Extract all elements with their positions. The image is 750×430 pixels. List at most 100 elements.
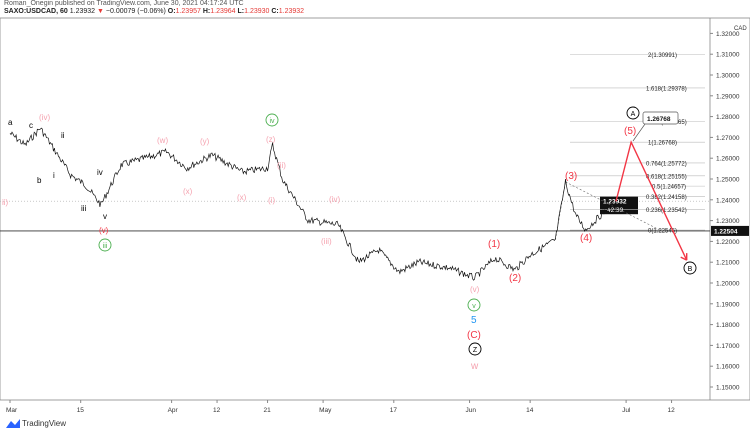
fib-level-label: 0.5(1.24657) xyxy=(652,185,686,191)
x-tick-label: 15 xyxy=(77,407,85,414)
target-callout-box xyxy=(642,111,679,125)
wave-label: b xyxy=(37,176,42,185)
wave-label: (x) xyxy=(183,187,193,196)
y-tick-label: 1.32000 xyxy=(716,31,740,38)
y-tick-label: 1.30000 xyxy=(716,73,740,80)
y-tick-label: 1.16000 xyxy=(716,364,740,371)
high-label: H: xyxy=(202,8,211,15)
x-tick-label: Jul xyxy=(622,407,631,414)
wave-label: ii xyxy=(61,131,65,140)
circled-wave-label: iii xyxy=(103,243,108,250)
y-tick-label: 1.27000 xyxy=(716,135,740,142)
x-tick-label: 12 xyxy=(213,407,221,414)
wave-label: v xyxy=(103,212,107,221)
projection-arrow-icon xyxy=(680,253,688,261)
circled-wave-marker xyxy=(467,298,481,312)
symbol-line: SAXO:USDCAD, 60 1.23932 ▼ −0.00079 (−0.0… xyxy=(4,8,304,15)
circled-wave-marker xyxy=(626,106,640,120)
circled-wave-marker xyxy=(683,261,697,275)
wave-label: a xyxy=(8,118,13,127)
projection-path xyxy=(615,140,688,261)
circled-wave-label: A xyxy=(631,111,636,118)
support-price-tag xyxy=(711,225,749,236)
x-tick-label: 12 xyxy=(668,407,676,414)
wave-label: (y) xyxy=(200,137,210,146)
support-price-label: 1.22504 xyxy=(714,228,738,235)
y-tick-label: 1.19000 xyxy=(716,301,740,308)
price-series-line xyxy=(9,127,617,281)
circled-wave-label: Z xyxy=(473,347,478,354)
y-tick-label: 1.28000 xyxy=(716,114,740,121)
wave-label: (C) xyxy=(467,330,481,341)
y-tick-label: 1.18000 xyxy=(716,322,740,329)
circled-wave-label: iv xyxy=(269,118,275,125)
y-tick-label: 1.31000 xyxy=(716,52,740,59)
current-price-label: 1.23932 xyxy=(603,199,627,206)
x-tick-label: 21 xyxy=(264,407,272,414)
wave-label: ii) xyxy=(2,198,9,207)
down-arrow-icon: ▼ xyxy=(97,8,104,15)
wave-label: (iv) xyxy=(39,113,50,122)
wave-label: w xyxy=(470,361,479,372)
wave-label: (v) xyxy=(99,226,109,235)
circled-wave-marker xyxy=(468,342,482,356)
x-tick-label: 14 xyxy=(526,407,534,414)
symbol: SAXO:USDCAD, 60 xyxy=(4,8,68,15)
fib-level-label: 0.382(1.24158) xyxy=(646,195,687,201)
tradingview-logo: TradingView xyxy=(6,419,66,428)
x-tick-label: May xyxy=(319,407,332,414)
fib-level-label: 1.618(1.29378) xyxy=(646,86,687,92)
close-value: 1.23932 xyxy=(278,8,305,15)
fib-level-label: 0.764(1.25772) xyxy=(646,161,687,167)
last-price: 1.23932 xyxy=(69,8,96,15)
fib-level-label: 0.236(1.23542) xyxy=(646,208,687,214)
fib-level-label: 2(1.30991) xyxy=(648,53,677,59)
y-tick-label: 1.29000 xyxy=(716,93,740,100)
y-tick-label: 1.22000 xyxy=(716,239,740,246)
wave-label: (1) xyxy=(488,239,500,250)
y-tick-label: 1.21000 xyxy=(716,260,740,267)
wave-label: (4) xyxy=(580,233,592,244)
open-value: 1.23957 xyxy=(175,8,201,15)
y-tick-label: 1.17000 xyxy=(716,343,740,350)
wave-label: iii xyxy=(81,204,87,213)
wave-label: i xyxy=(53,171,55,180)
wave-label: 5 xyxy=(471,315,477,326)
y-tick-label: 1.20000 xyxy=(716,281,740,288)
wave-label: (z) xyxy=(266,135,276,144)
x-tick-label: Jun xyxy=(466,407,477,414)
x-tick-label: Mar xyxy=(6,407,18,414)
y-tick-label: 1.15000 xyxy=(716,385,740,392)
circled-wave-label: v xyxy=(472,303,476,310)
wave-label: (iv) xyxy=(329,195,340,204)
wave-label: (5) xyxy=(624,126,636,137)
y-tick-label: 1.25000 xyxy=(716,177,740,184)
y-tick-label: 1.24000 xyxy=(716,197,740,204)
wave-label: (3) xyxy=(565,171,577,182)
circled-wave-marker xyxy=(265,113,279,127)
target-callout-label: 1.26768 xyxy=(647,116,671,123)
wave-label: (ii) xyxy=(277,161,286,170)
x-tick-label: Apr xyxy=(168,407,179,414)
fib-level-label: 0(1.22545) xyxy=(648,229,677,235)
wave-label: (x) xyxy=(237,193,247,202)
wave-label: (iii) xyxy=(321,237,332,246)
low-label: L: xyxy=(237,8,245,15)
close-label: C: xyxy=(271,8,279,15)
wave-label: iv xyxy=(97,168,103,177)
fib-level-label: 0.618(1.25155) xyxy=(646,174,687,180)
currency-label: CAD xyxy=(734,26,747,32)
x-tick-label: 17 xyxy=(390,407,398,414)
plot-frame xyxy=(0,17,750,401)
y-tick-label: 1.26000 xyxy=(716,156,740,163)
current-price-tag xyxy=(600,196,638,215)
target-callout-pointer xyxy=(632,123,646,142)
y-tick-label: 1.23000 xyxy=(716,218,740,225)
wave-label: (v) xyxy=(470,285,480,294)
high-value: 1.23964 xyxy=(210,8,236,15)
wave-label: (i) xyxy=(268,196,275,205)
fib-level-label: 1(1.26768) xyxy=(648,141,677,147)
circled-wave-marker xyxy=(98,238,112,252)
tradingview-logo-icon xyxy=(6,419,20,428)
